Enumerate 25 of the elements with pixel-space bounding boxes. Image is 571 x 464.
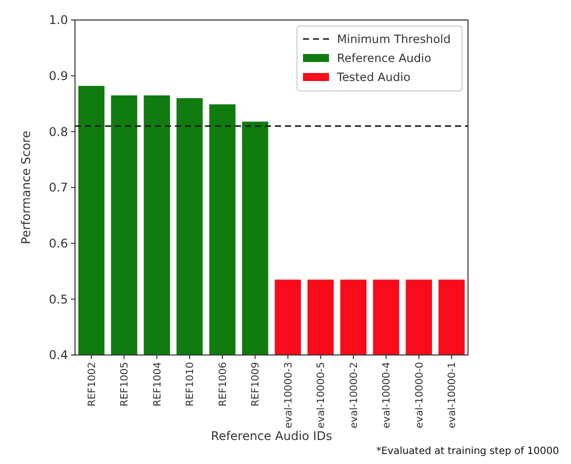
- y-tick-label: 0.8: [48, 124, 68, 139]
- y-tick-label: 0.6: [48, 236, 68, 251]
- legend-label: Tested Audio: [336, 70, 410, 84]
- y-tick-label: 1.0: [48, 13, 68, 28]
- x-tick-label: eval-10000-1: [447, 362, 458, 428]
- x-tick-label: REF1002: [86, 362, 98, 406]
- x-axis-title: Reference Audio IDs: [210, 429, 332, 443]
- y-tick-label: 0.5: [48, 292, 68, 306]
- x-tick-label: REF1005: [120, 362, 131, 406]
- x-tick-label: REF1009: [250, 362, 262, 406]
- x-tick-label: REF1006: [218, 362, 229, 406]
- y-tick-label: 0.9: [48, 69, 68, 84]
- x-tick-label: eval-10000-3: [283, 362, 294, 428]
- y-tick-label: 0.7: [48, 180, 68, 195]
- x-tick-label: eval-10000-4: [382, 362, 393, 428]
- y-axis-title: Performance Score: [19, 130, 33, 244]
- y-tick-label: 0.4: [48, 348, 68, 362]
- x-tick-label: eval-10000-0: [414, 362, 426, 428]
- text: *Evaluated at training step of 10000: [376, 446, 559, 457]
- x-tick-label: eval-10000-5: [316, 362, 328, 428]
- x-tick-label: REF1010: [185, 362, 196, 406]
- x-tick-label: eval-10000-2: [348, 362, 360, 428]
- legend-label: Reference Audio: [337, 51, 432, 66]
- x-tick-label: REF1004: [152, 362, 164, 406]
- legend-label: Minimum Threshold: [337, 32, 451, 46]
